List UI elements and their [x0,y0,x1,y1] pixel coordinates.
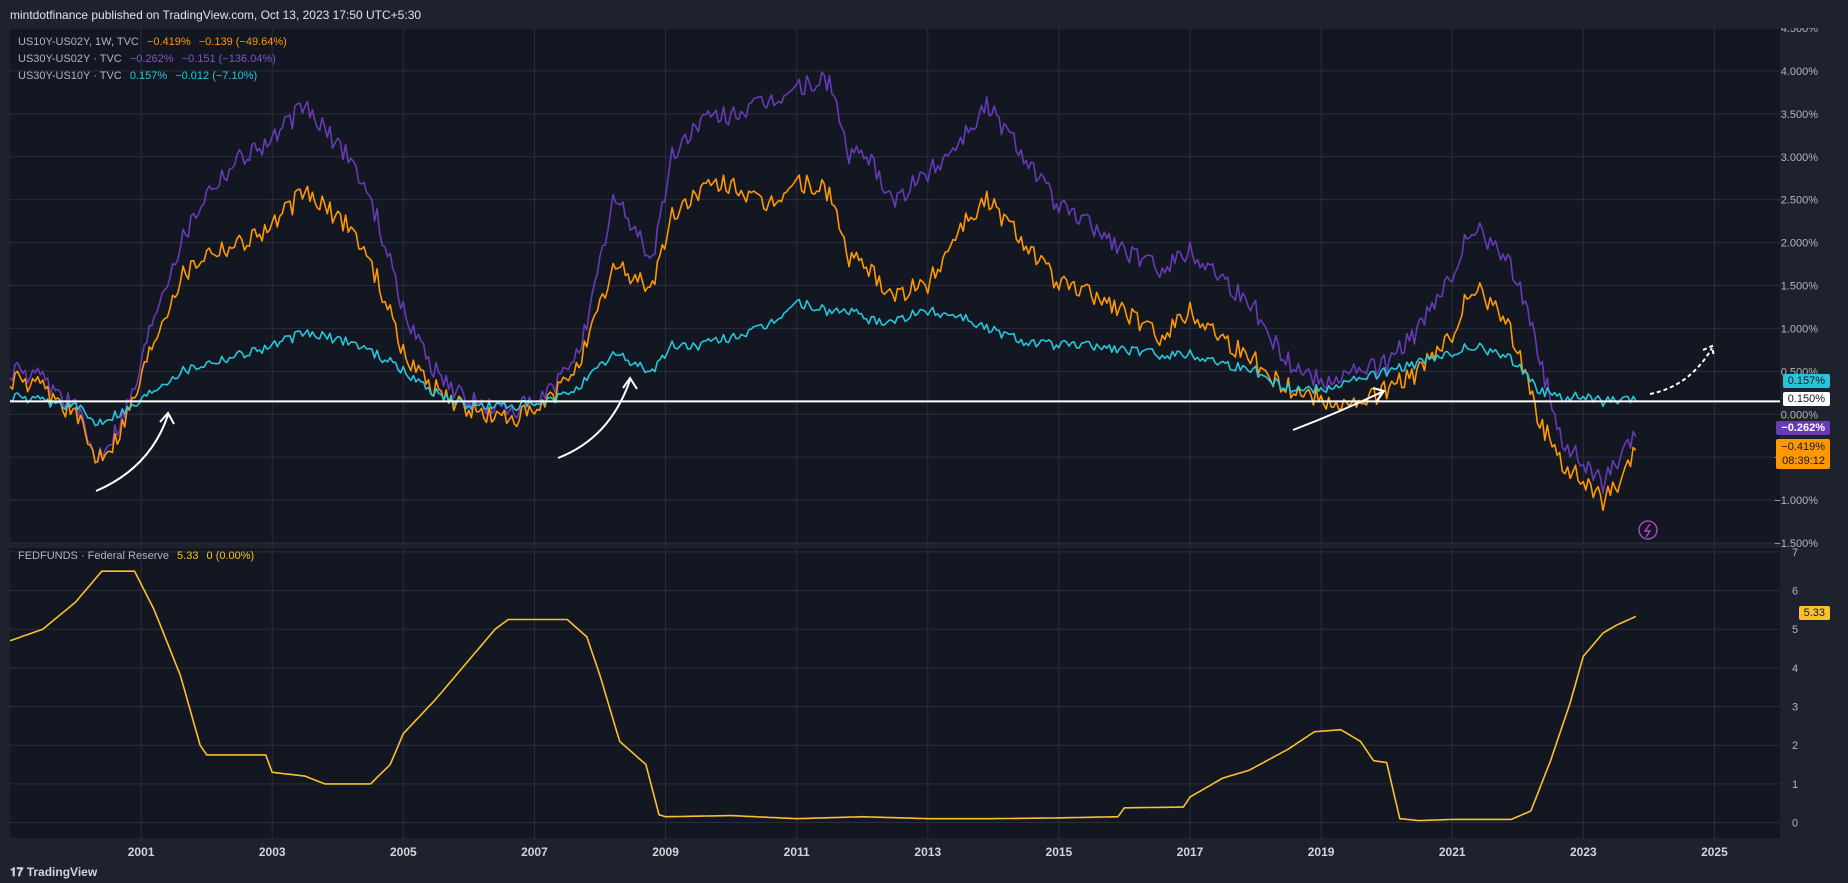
publisher-bar: mintdotfinance published on TradingView.… [0,0,1848,28]
fedfunds-legend[interactable]: FEDFUNDS · Federal Reserve 5.33 0 (0.00%… [18,550,259,562]
annotation-arrow-projection[interactable] [1649,344,1715,395]
legend-name: FEDFUNDS · Federal Reserve [18,550,169,562]
y-tick-label: 3.000% [1781,152,1819,164]
legend-value: 0.157% [129,70,168,82]
legend-change: −0.012 (−7.10%) [175,70,258,82]
legend-row-us30y-us02y[interactable]: US30Y-US02Y · TVC −0.262% −0.151 (−136.0… [18,51,292,68]
y-tick-label: 1.000% [1781,323,1819,335]
logo-text: TradingView [26,865,98,879]
series-line-fedfunds[interactable] [9,570,1637,822]
y-tick-label: 3.500% [1781,109,1819,121]
legend-change: 0 (0.00%) [206,550,255,562]
x-tick-label: 2025 [1701,845,1728,859]
tradingview-logo[interactable]: 𝟏𝟕 TradingView [10,865,97,880]
y-tick-label: 4 [1792,663,1798,675]
y-tick-label: 0 [1792,818,1798,830]
legend-name: US30Y-US10Y · TVC [18,70,122,82]
price-badge-horizontal-line: 0.150% [1782,392,1830,406]
x-tick-label: 2009 [652,845,679,859]
annotation-arrow-2008[interactable] [557,376,638,459]
x-tick-label: 2017 [1177,845,1204,859]
price-badge-us10y-us02y: −0.419% 08:39:12 [1776,439,1830,469]
y-tick-label: 2 [1792,740,1798,752]
x-tick-label: 2021 [1439,845,1466,859]
publisher-text: mintdotfinance published on TradingView.… [10,8,422,22]
legend-name: US10Y-US02Y, 1W, TVC [18,36,139,48]
badge-value: −0.419% [1781,441,1825,453]
lightning-icon[interactable] [1638,520,1658,540]
legend-value: −0.262% [129,53,174,65]
x-tick-label: 2011 [784,845,810,859]
x-tick-label: 2007 [521,845,548,859]
x-tick-label: 2019 [1308,845,1335,859]
tv-logo-icon: 𝟏𝟕 [10,865,24,879]
y-tick-label: 5 [1792,624,1798,636]
annotation-arrow-2019[interactable] [1292,387,1386,431]
x-tick-label: 2005 [390,845,417,859]
y-tick-label: 0.000% [1781,409,1819,421]
series-line-us10y-us02y[interactable] [9,174,1637,512]
y-tick-label: 7 [1792,547,1798,559]
legend-change: −0.151 (−136.04%) [181,53,276,65]
x-tick-label: 2003 [259,845,286,859]
legend-value: 5.33 [177,550,199,562]
chart-area[interactable]: 4.500% 4.000% 3.500% 3.000% 2.500% 2.000% 1.50… [0,28,1848,863]
x-tick-label: 2023 [1570,845,1597,859]
y-tick-label: 4.500% [1781,28,1819,35]
legend-name: US30Y-US02Y · TVC [18,53,122,65]
main-legend: US10Y-US02Y, 1W, TVC −0.419% −0.139 (−49… [18,34,292,85]
y-tick-label: −1.500% [1774,538,1818,550]
price-badge-us30y-us10y: 0.157% [1782,374,1830,388]
lightning-icon-glyph [1643,523,1652,538]
price-badge-fedfunds: 5.33 [1798,606,1830,620]
series-line-us30y-us10y[interactable] [9,298,1637,427]
sub-pane[interactable] [10,548,1780,838]
y-tick-label: 1 [1792,779,1798,791]
y-tick-label: 2.500% [1781,195,1819,207]
x-tick-label: 2001 [128,845,155,859]
y-tick-label: 2.000% [1781,238,1819,250]
y-tick-label: 6 [1792,586,1798,598]
x-tick-label: 2015 [1046,845,1073,859]
legend-change: −0.139 (−49.64%) [198,36,287,48]
legend-row-us10y-us02y[interactable]: US10Y-US02Y, 1W, TVC −0.419% −0.139 (−49… [18,34,292,51]
y-tick-label: 1.500% [1781,281,1819,293]
y-tick-label: 3 [1792,702,1798,714]
footer: 𝟏𝟕 TradingView [0,863,1848,883]
legend-row-us30y-us10y[interactable]: US30Y-US10Y · TVC 0.157% −0.012 (−7.10%) [18,68,292,85]
series-line-us30y-us02y[interactable] [9,71,1637,494]
annotation-arrow-2001[interactable] [95,411,175,492]
bar-countdown: 08:39:12 [1782,455,1825,467]
y-tick-label: −1.000% [1774,495,1818,507]
price-badge-us30y-us02y: −0.262% [1776,421,1830,435]
y-tick-label: 4.000% [1781,66,1819,78]
x-tick-label: 2013 [914,845,941,859]
legend-value: −0.419% [146,36,191,48]
